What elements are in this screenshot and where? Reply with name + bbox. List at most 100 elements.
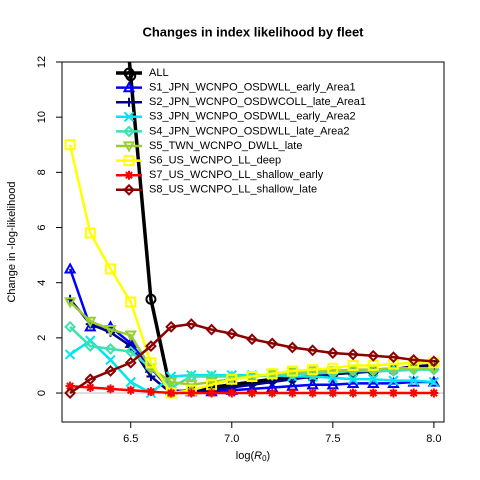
marker xyxy=(122,81,136,93)
y-tick-label: 0 xyxy=(36,390,48,396)
marker xyxy=(146,387,156,397)
marker xyxy=(64,349,76,360)
marker xyxy=(387,351,400,364)
marker xyxy=(266,368,278,380)
series-line xyxy=(68,144,434,395)
marker xyxy=(408,375,419,386)
marker xyxy=(205,323,218,336)
marker xyxy=(367,376,380,388)
plot-frame xyxy=(61,61,445,423)
marker xyxy=(286,365,298,377)
marker xyxy=(104,342,117,355)
marker xyxy=(185,318,198,330)
x-tick-label: 6.5 xyxy=(123,433,138,445)
marker xyxy=(347,348,359,361)
marker xyxy=(327,362,339,374)
marker xyxy=(104,324,117,337)
marker xyxy=(123,183,135,196)
marker xyxy=(165,387,177,399)
marker xyxy=(247,388,257,398)
marker xyxy=(64,320,76,333)
marker xyxy=(286,367,299,379)
marker xyxy=(84,320,97,332)
legend-label: S6_US_WCNPO_LL_deep xyxy=(149,155,281,167)
marker xyxy=(306,378,319,390)
marker xyxy=(125,296,137,308)
marker xyxy=(84,373,97,386)
marker xyxy=(84,316,97,328)
marker xyxy=(428,376,440,388)
legend-label: S7_US_WCNPO_LL_shallow_early xyxy=(149,169,324,181)
marker xyxy=(124,330,137,342)
marker xyxy=(246,333,258,346)
marker xyxy=(227,388,237,398)
marker xyxy=(85,383,95,393)
marker xyxy=(123,67,135,79)
marker xyxy=(246,370,258,382)
marker xyxy=(124,356,137,369)
marker xyxy=(164,377,178,389)
marker xyxy=(123,155,135,167)
marker xyxy=(347,374,359,385)
marker xyxy=(84,340,97,353)
marker xyxy=(186,388,196,398)
legend-label: S2_JPN_WCNPO_OSDWCOLL_late_Area1 xyxy=(149,96,366,108)
marker xyxy=(123,111,135,123)
marker xyxy=(308,388,318,398)
marker xyxy=(106,384,116,394)
x-tick-label: 7.0 xyxy=(224,433,239,445)
y-axis-label: Change in -log-likelihood xyxy=(6,181,18,302)
chart-title: Changes in index likelihood by fleet xyxy=(142,24,364,39)
marker xyxy=(105,354,116,366)
legend-label: S1_JPN_WCNPO_OSDWLL_early_Area1 xyxy=(149,82,356,94)
marker xyxy=(84,227,96,239)
marker xyxy=(145,357,157,369)
marker xyxy=(64,139,76,151)
legend-label: S4_JPN_WCNPO_OSDWLL_late_Area2 xyxy=(149,125,350,137)
marker xyxy=(165,320,178,333)
marker xyxy=(326,347,339,359)
marker xyxy=(104,365,117,377)
y-tick-label: 12 xyxy=(36,56,48,68)
marker xyxy=(207,388,217,398)
marker xyxy=(145,340,157,353)
marker xyxy=(267,388,277,398)
marker xyxy=(429,388,439,398)
y-tick-label: 10 xyxy=(36,111,48,123)
legend-label: S8_US_WCNPO_LL_shallow_late xyxy=(149,184,317,196)
y-tick-label: 2 xyxy=(36,335,48,341)
marker xyxy=(286,341,299,354)
marker xyxy=(347,359,359,371)
marker xyxy=(166,388,176,398)
marker xyxy=(346,376,360,388)
marker xyxy=(124,345,137,358)
marker xyxy=(125,376,136,388)
marker xyxy=(348,388,358,398)
marker xyxy=(306,366,319,378)
marker xyxy=(368,388,378,398)
y-tick-label: 6 xyxy=(36,224,48,230)
series-line xyxy=(69,322,434,395)
marker xyxy=(326,378,340,390)
x-tick-label: 7.5 xyxy=(325,433,340,445)
marker xyxy=(124,97,134,107)
marker xyxy=(367,359,379,371)
marker xyxy=(63,262,77,274)
marker xyxy=(225,327,238,340)
marker xyxy=(409,388,419,398)
x-tick-label: 8.0 xyxy=(426,433,441,445)
marker xyxy=(145,293,157,305)
marker xyxy=(367,349,380,362)
marker xyxy=(185,384,197,396)
legend-label: S5_TWN_WCNPO_DWLL_late xyxy=(149,140,302,152)
marker xyxy=(105,263,117,275)
marker xyxy=(123,125,135,138)
marker xyxy=(64,387,76,399)
marker xyxy=(205,377,218,389)
marker xyxy=(287,388,297,398)
marker xyxy=(206,379,218,391)
marker xyxy=(427,355,440,368)
marker xyxy=(407,354,420,366)
